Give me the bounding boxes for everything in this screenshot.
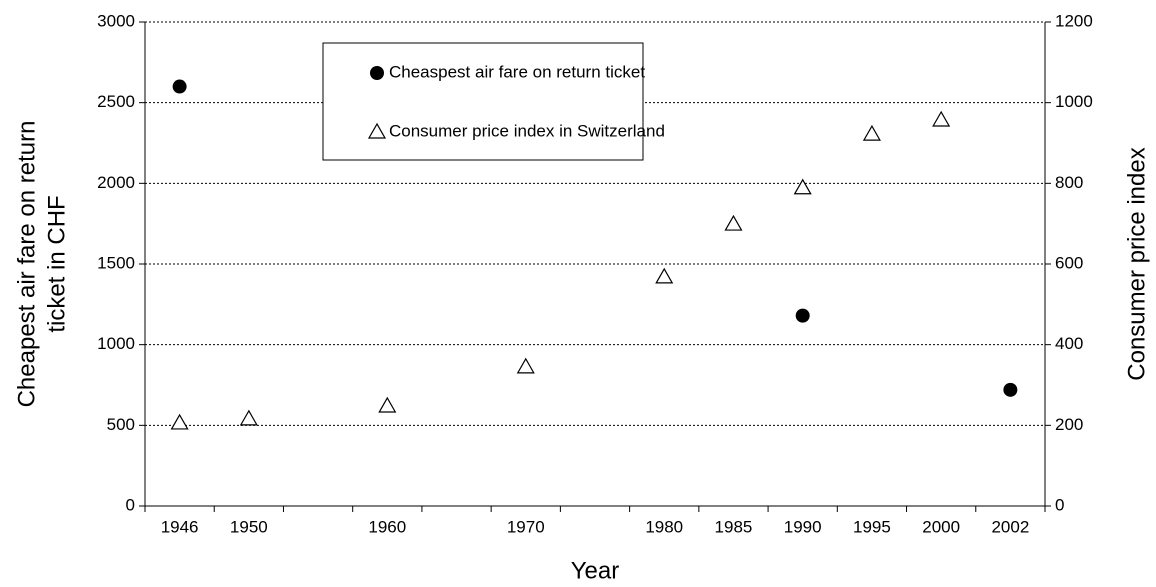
legend-label: Cheaspest air fare on return ticket: [389, 62, 645, 81]
point: [172, 79, 187, 94]
point: [724, 214, 743, 231]
point: [862, 124, 881, 141]
point: [170, 413, 189, 430]
point: [516, 357, 535, 374]
point: [655, 267, 674, 284]
point: [378, 396, 397, 413]
x-tick-label: 2000: [922, 517, 960, 536]
x-tick-label: 1970: [507, 517, 545, 536]
y2-tick-label: 1000: [1055, 92, 1093, 111]
point: [793, 178, 812, 195]
x-tick-label: 1985: [715, 517, 753, 536]
x-tick-label: 1980: [645, 517, 683, 536]
x-tick-label: 1990: [784, 517, 822, 536]
y2-tick-label: 1200: [1055, 11, 1093, 30]
x-tick-label: 1995: [853, 517, 891, 536]
x-axis-title: Year: [571, 557, 620, 584]
y-tick-label: 1500: [97, 253, 135, 272]
x-tick-label: 1946: [161, 517, 199, 536]
y-tick-label: 3000: [97, 11, 135, 30]
legend-label: Consumer price index in Switzerland: [389, 121, 665, 140]
y2-tick-label: 0: [1055, 495, 1064, 514]
x-tick-label: 1950: [230, 517, 268, 536]
y-tick-label: 2000: [97, 173, 135, 192]
legend-box: [322, 42, 644, 161]
y-tick-label: 2500: [97, 92, 135, 111]
y-tick-label: 0: [126, 495, 135, 514]
point: [1003, 382, 1018, 397]
legend-marker: [370, 66, 384, 80]
y2-tick-label: 400: [1055, 334, 1083, 353]
y2-tick-label: 800: [1055, 173, 1083, 192]
y2-tick-label: 600: [1055, 253, 1083, 272]
point: [239, 409, 258, 426]
point: [795, 308, 810, 323]
y2-tick-label: 200: [1055, 415, 1083, 434]
point: [932, 110, 951, 127]
y-tick-label: 1000: [97, 334, 135, 353]
y2-axis-title: Consumer price index: [1123, 147, 1150, 380]
x-tick-label: 2002: [991, 517, 1029, 536]
y-tick-label: 500: [107, 415, 135, 434]
legend-marker: [367, 122, 387, 139]
y-axis-title: ticket in CHF: [43, 195, 70, 332]
x-tick-label: 1960: [368, 517, 406, 536]
y-axis-title: Cheapest air fare on return: [13, 121, 40, 408]
